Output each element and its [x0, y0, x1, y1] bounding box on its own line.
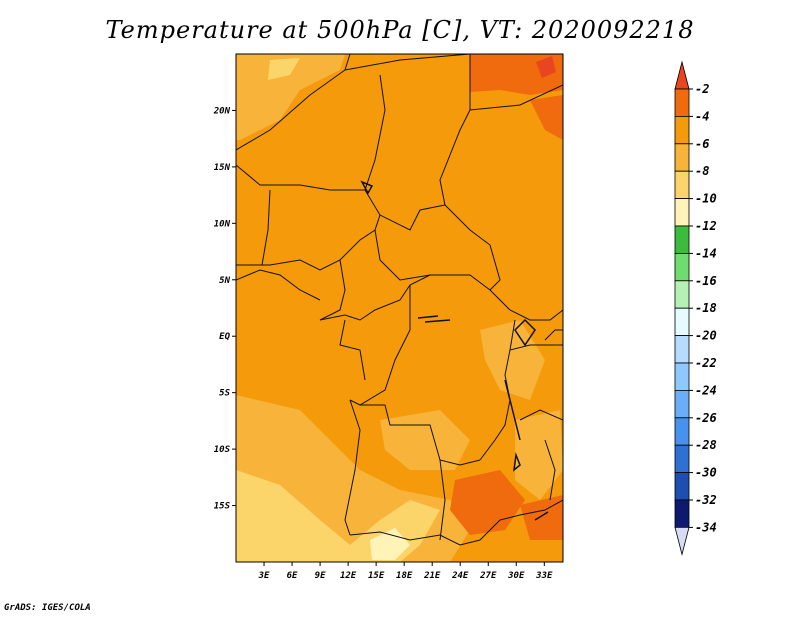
colorbar-swatch [674, 252, 690, 282]
lat-tick-label: 5N [219, 276, 230, 286]
colorbar-swatch [674, 335, 690, 364]
colorbar-swatch [674, 362, 690, 391]
colorbar-label: -32 [695, 493, 717, 507]
lakes [360, 180, 549, 521]
colorbar-label: -14 [695, 246, 717, 260]
colorbar-swatch [674, 499, 690, 528]
lon-tick-label: 6E [287, 571, 298, 581]
colorbar-label: -34 [695, 520, 717, 534]
colorbar-label: -18 [695, 301, 717, 315]
colorbar-swatch [674, 198, 690, 227]
colorbar-swatch [674, 417, 690, 446]
colorbar-swatch [674, 389, 690, 419]
lon-tick-label: 24E [451, 571, 469, 581]
lat-tick-label: 20N [213, 106, 231, 116]
lat-tick-label: 10N [214, 219, 231, 229]
lon-tick-label: 21E [423, 571, 441, 581]
colorbar-label: -20 [695, 329, 717, 343]
colorbar-cap-bottom [674, 527, 690, 556]
colorbar-swatch [674, 444, 690, 474]
lon-tick-label: 15E [368, 571, 385, 581]
map-frame [235, 53, 564, 563]
lon-tick-label: 3E [258, 571, 270, 581]
colorbar-swatch [674, 143, 690, 172]
lat-tick-label: 10S [214, 445, 231, 455]
colorbar-label: -12 [695, 219, 717, 233]
colorbar-swatch [674, 88, 690, 117]
colorbar-swatch [674, 280, 690, 309]
colorbar-swatch [674, 116, 690, 145]
colorbar-swatch [674, 307, 690, 337]
colorbar-label: -16 [695, 274, 717, 288]
colorbar-label: -6 [695, 137, 709, 151]
longitude-axis: 3E 6E 9E 12E 15E 18E 21E 24E 27E 30E 33E [258, 562, 553, 581]
temperature-field [236, 54, 563, 562]
colorbar-label: -2 [695, 82, 709, 96]
colorbar-label: -26 [695, 411, 717, 425]
country-borders [236, 54, 563, 546]
colorbar-label: -4 [695, 109, 709, 123]
lat-tick-label: 15N [214, 163, 231, 173]
lat-tick-label: 5S [219, 389, 230, 399]
colorbar-swatch [674, 225, 690, 254]
grads-credit: GrADS: IGES/COLA [4, 603, 91, 613]
colorbar-label: -24 [695, 383, 717, 397]
colorbar: -2 -4 -6 -8 -10 -12 -14 -16 -18 -20 -22 -24 -26 -28 -3… [674, 60, 717, 556]
colorbar-label: -30 [695, 466, 717, 480]
colorbar-swatch [674, 472, 690, 501]
colorbar-label: -8 [695, 164, 709, 178]
lon-tick-label: 30E [507, 571, 525, 581]
lat-tick-label: 15S [214, 502, 231, 512]
lon-tick-label: 27E [479, 571, 497, 581]
colorbar-label: -22 [695, 356, 717, 370]
colorbar-swatch [674, 170, 690, 199]
lon-tick-label: 33E [535, 571, 553, 581]
latitude-axis: 20N 15N 10N 5N EQ 5S 10S 15S [213, 106, 236, 512]
chart-title: Temperature at 500hPa [C], VT: 202009221… [105, 16, 695, 44]
colorbar-cap-top [674, 60, 690, 90]
lon-tick-label: 9E [315, 571, 326, 581]
colorbar-label: -10 [695, 192, 717, 206]
lat-tick-label: EQ [219, 332, 230, 342]
lon-tick-label: 18E [396, 571, 413, 581]
lon-tick-label: 12E [340, 571, 357, 581]
colorbar-label: -28 [695, 438, 717, 452]
